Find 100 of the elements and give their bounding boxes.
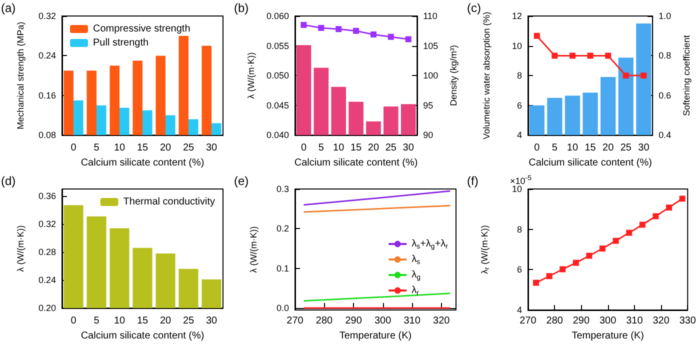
y-tick-label: 0.16 bbox=[38, 90, 56, 100]
x-tick-label: 25 bbox=[385, 142, 397, 154]
y-tick-label: 0.1 bbox=[276, 263, 289, 274]
x-tick-label: 0 bbox=[300, 142, 307, 154]
chart-title: (b) bbox=[234, 1, 249, 15]
legend-label: Thermal conductivity bbox=[123, 196, 216, 208]
x-tick-label: 290 bbox=[345, 316, 362, 326]
chart-title: (f) bbox=[467, 174, 478, 188]
x-tick-label: 5 bbox=[552, 142, 558, 154]
x-tick-label: 270 bbox=[520, 316, 537, 326]
y2-axis-title: Density (kg/m³) bbox=[448, 45, 458, 106]
x-tick-label: 25 bbox=[620, 142, 632, 154]
point bbox=[569, 52, 576, 59]
y-tick-label: 0.24 bbox=[38, 50, 56, 61]
x-axis-title: Calcium silicate content (%) bbox=[80, 158, 204, 168]
y-tick-label: 6 bbox=[516, 264, 522, 275]
y2-tick-label: 105 bbox=[423, 40, 438, 51]
x-tick-label: 30 bbox=[206, 316, 218, 327]
y-tick-label: 4 bbox=[516, 130, 522, 140]
x-tick-label: 270 bbox=[286, 316, 304, 326]
y-tick-label: 0.20 bbox=[38, 303, 56, 314]
x-tick-label: 0 bbox=[70, 316, 77, 327]
x-tick-label: 0 bbox=[534, 142, 540, 154]
y-tick-label: 0.24 bbox=[38, 275, 56, 286]
point bbox=[587, 52, 594, 59]
point bbox=[534, 32, 540, 39]
y-axis-title: λ (W/(m·K)) bbox=[16, 225, 26, 272]
x-tick-label: 20 bbox=[368, 142, 380, 154]
point bbox=[353, 28, 360, 34]
x-tick-label: 5 bbox=[94, 142, 100, 154]
x-tick-label: 330 bbox=[679, 316, 696, 326]
chart-title: (a) bbox=[1, 1, 16, 15]
y-tick-label: 8 bbox=[516, 70, 522, 81]
y-tick-label: 0.040 bbox=[266, 130, 289, 140]
point bbox=[552, 52, 558, 59]
x-axis-title: Temperature (K) bbox=[339, 330, 412, 342]
y-tick-label: 0.0 bbox=[276, 303, 289, 314]
point bbox=[652, 213, 659, 220]
y-tick-label: 0.32 bbox=[38, 11, 56, 21]
x-tick-label: 10 bbox=[114, 142, 126, 154]
y-axis-title: λ (W/(m·K)) bbox=[248, 226, 258, 273]
y-tick-label: 0.050 bbox=[266, 70, 289, 81]
chart-title: (c) bbox=[467, 1, 481, 15]
x-tick-label: 20 bbox=[160, 316, 172, 327]
x-tick-label: 10 bbox=[566, 142, 578, 154]
y2-axis-title: Softening coefficient bbox=[682, 34, 692, 116]
x-tick-label: 10 bbox=[333, 142, 345, 154]
point bbox=[388, 34, 394, 40]
x-tick-label: 280 bbox=[546, 316, 564, 326]
y-tick-label: 0.08 bbox=[38, 130, 56, 140]
y2-tick-label: 95 bbox=[423, 100, 434, 110]
x-tick-label: 30 bbox=[206, 142, 218, 154]
point bbox=[639, 222, 646, 228]
point bbox=[666, 204, 672, 211]
y2-tick-label: 100 bbox=[423, 70, 438, 81]
x-tick-label: 15 bbox=[136, 316, 148, 327]
x-tick-label: 320 bbox=[652, 316, 670, 326]
point bbox=[560, 266, 566, 272]
y-tick-label: 0.045 bbox=[266, 100, 289, 110]
y-tick-label: 6 bbox=[516, 100, 522, 110]
y2-tick-label: 110 bbox=[423, 11, 438, 21]
x-tick-label: 20 bbox=[160, 142, 172, 154]
y-tick-label: 0.2 bbox=[276, 224, 289, 234]
chart-title: (d) bbox=[1, 174, 16, 188]
y-axis-title: λ (W/(m·K)) bbox=[246, 52, 256, 99]
x-tick-label: 300 bbox=[374, 316, 392, 326]
x-tick-label: 290 bbox=[572, 316, 590, 326]
y2-tick-label: 1.0 bbox=[658, 11, 672, 21]
y2-tick-label: 0.6 bbox=[658, 90, 672, 100]
y-tick-label: 0.32 bbox=[38, 219, 56, 230]
point bbox=[679, 196, 686, 202]
point bbox=[300, 22, 307, 28]
x-tick-label: 25 bbox=[182, 316, 194, 327]
x-tick-label: 320 bbox=[433, 316, 450, 326]
chart-title: (e) bbox=[234, 174, 249, 188]
y-axis-title: Mechanical strength (MPa) bbox=[16, 22, 26, 130]
x-tick-label: 310 bbox=[626, 316, 644, 326]
x-tick-label: 5 bbox=[94, 316, 100, 327]
legend-label: Pull strength bbox=[93, 38, 149, 48]
x-tick-label: 300 bbox=[599, 316, 617, 326]
point bbox=[622, 72, 629, 79]
point bbox=[546, 273, 552, 280]
point bbox=[336, 26, 342, 32]
point bbox=[605, 52, 612, 59]
x-axis-title: Calcium silicate content (%) bbox=[80, 330, 204, 342]
x-tick-label: 0 bbox=[70, 142, 77, 154]
y-tick-label: 12 bbox=[512, 11, 522, 21]
x-tick-label: 310 bbox=[404, 316, 421, 326]
point bbox=[626, 230, 632, 236]
y-tick-label: 0.36 bbox=[38, 191, 56, 202]
x-tick-label: 30 bbox=[638, 142, 650, 154]
point bbox=[586, 252, 592, 259]
x-axis-title: Calcium silicate content (%) bbox=[294, 158, 418, 168]
x-tick-label: 10 bbox=[114, 316, 126, 327]
point bbox=[600, 245, 606, 252]
x-axis-title: Temperature (K) bbox=[572, 330, 644, 342]
point bbox=[612, 238, 619, 244]
y-tick-label: 0.055 bbox=[266, 40, 289, 51]
x-tick-label: 15 bbox=[136, 142, 148, 154]
y-tick-label: 10 bbox=[512, 40, 522, 51]
